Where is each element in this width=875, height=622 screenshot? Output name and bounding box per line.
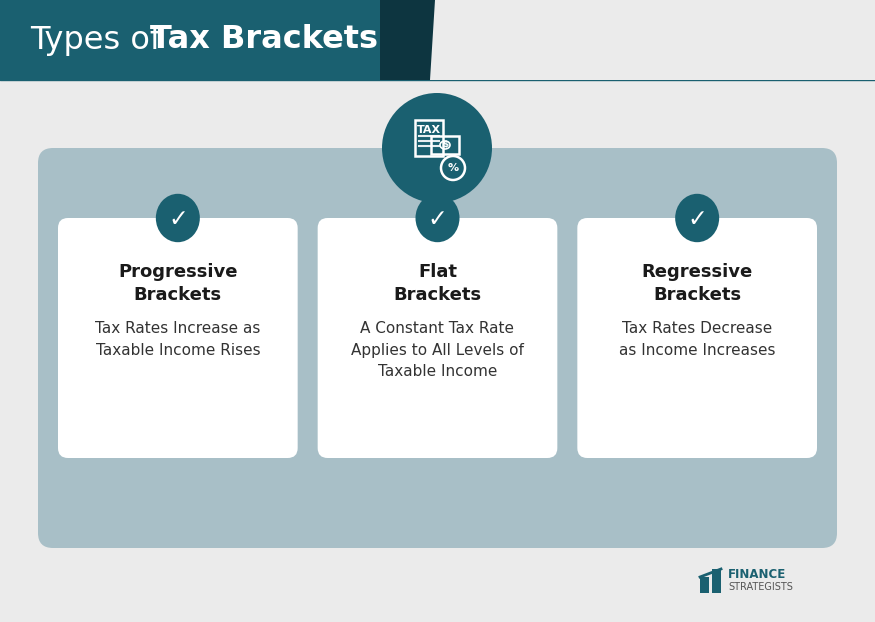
Text: FINANCE: FINANCE [728, 569, 787, 582]
FancyBboxPatch shape [58, 218, 298, 458]
Text: ✓: ✓ [687, 207, 707, 231]
Text: Progressive
Brackets: Progressive Brackets [118, 263, 238, 304]
FancyBboxPatch shape [578, 218, 817, 458]
Text: Tax Brackets: Tax Brackets [150, 24, 378, 55]
Circle shape [441, 156, 465, 180]
Polygon shape [380, 0, 435, 80]
FancyBboxPatch shape [318, 218, 557, 458]
FancyBboxPatch shape [700, 577, 709, 593]
Text: Tax Rates Decrease
as Income Increases: Tax Rates Decrease as Income Increases [619, 321, 775, 358]
Text: STRATEGISTS: STRATEGISTS [728, 582, 793, 592]
Text: %: % [447, 163, 458, 173]
FancyBboxPatch shape [38, 148, 837, 548]
Text: Tax Rates Increase as
Taxable Income Rises: Tax Rates Increase as Taxable Income Ris… [95, 321, 261, 358]
Ellipse shape [156, 194, 200, 242]
Ellipse shape [416, 194, 459, 242]
Text: Types of: Types of [30, 24, 172, 55]
Text: A Constant Tax Rate
Applies to All Levels of
Taxable Income: A Constant Tax Rate Applies to All Level… [351, 321, 524, 379]
FancyBboxPatch shape [712, 569, 721, 593]
Circle shape [382, 93, 492, 203]
Ellipse shape [676, 194, 719, 242]
Text: Flat
Brackets: Flat Brackets [394, 263, 481, 304]
Text: TAX: TAX [417, 125, 441, 135]
Text: ✓: ✓ [428, 207, 447, 231]
Text: Regressive
Brackets: Regressive Brackets [641, 263, 752, 304]
Polygon shape [380, 0, 875, 80]
Text: ✓: ✓ [168, 207, 188, 231]
Text: $: $ [442, 141, 448, 149]
